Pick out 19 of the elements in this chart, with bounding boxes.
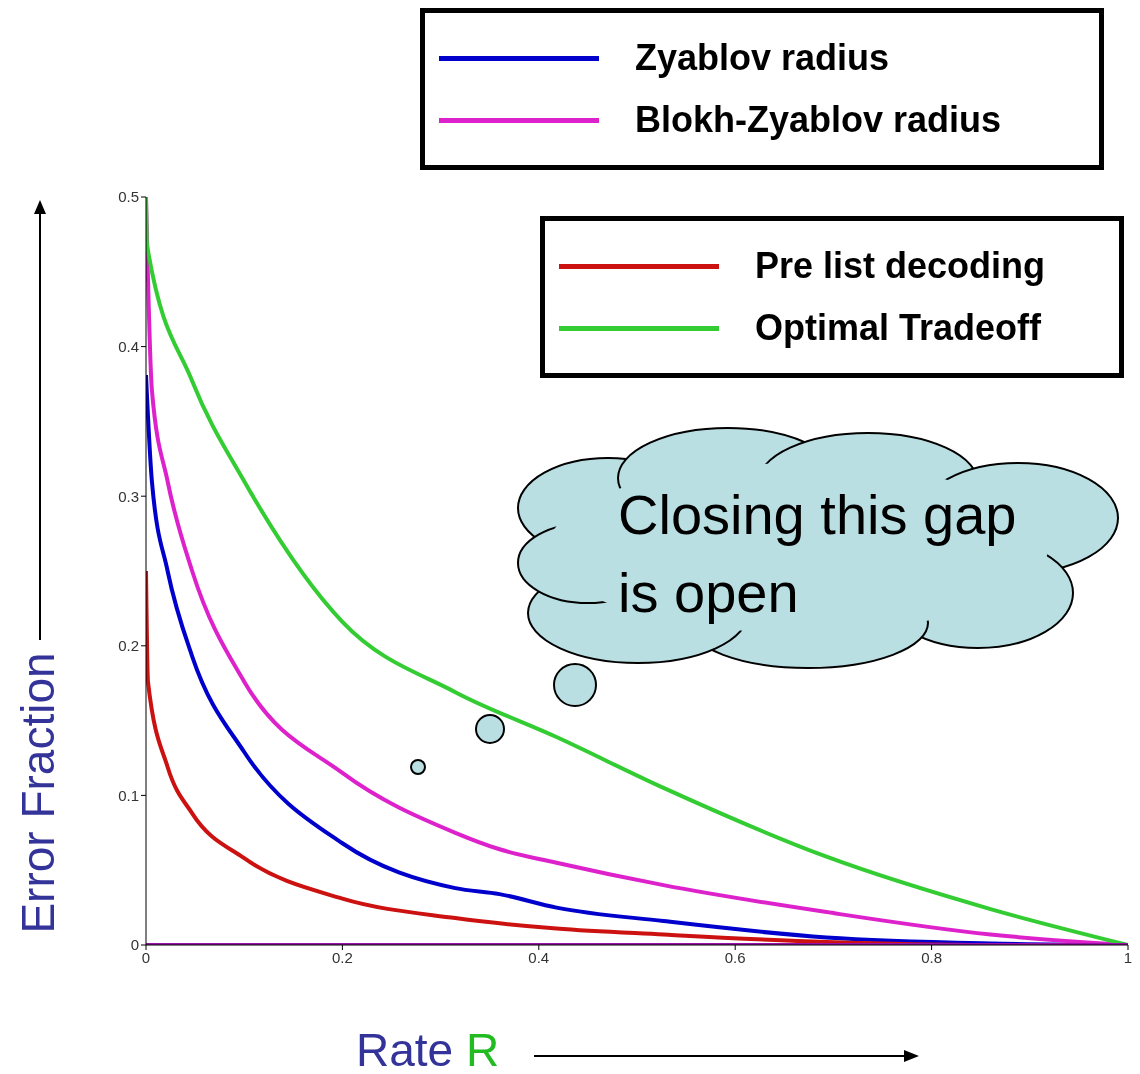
- x-tick-label: 0: [141, 948, 151, 966]
- legend-label: Blokh-Zyablov radius: [635, 99, 1002, 141]
- x-tick-label: 0.6: [724, 948, 746, 966]
- y-tick-label: 0.3: [118, 487, 139, 505]
- y-tick-label: 0.1: [118, 786, 139, 804]
- x-axis-title: Rate R: [356, 1024, 500, 1074]
- annotation: Closing this gap is open: [618, 482, 1018, 626]
- legend-label: Zyablov radius: [635, 37, 890, 79]
- x-tick-label: 0.4: [528, 948, 550, 966]
- x-tick-label: 1: [1123, 948, 1133, 966]
- legend-label: Optimal Tradeoff: [755, 307, 1042, 349]
- y-tick-label: 0: [130, 936, 139, 954]
- x-tick-label: 0.8: [921, 948, 943, 966]
- y-tick-label: 0.5: [118, 188, 139, 206]
- y-tick-label: 0.4: [118, 337, 139, 355]
- y-tick-label: 0.2: [118, 637, 139, 655]
- x-tick-label: 0.2: [331, 948, 353, 966]
- legend-label: Pre list decoding: [755, 245, 1046, 287]
- y-axis-title: Error Fraction: [11, 652, 65, 934]
